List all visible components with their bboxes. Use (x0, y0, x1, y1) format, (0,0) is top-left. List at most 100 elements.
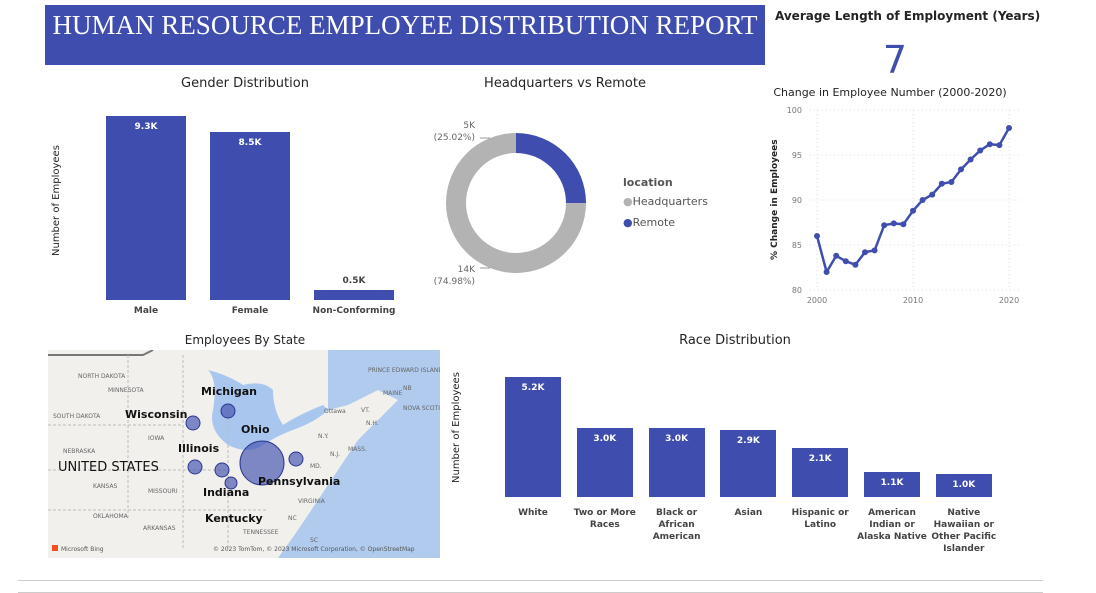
map-base-label: Ottawa (324, 408, 346, 415)
data-point[interactable] (938, 180, 945, 187)
data-point[interactable] (986, 141, 993, 148)
bar-value-label: 0.5K (342, 276, 366, 287)
data-point[interactable] (977, 147, 984, 154)
hq-value: 14K (458, 265, 476, 275)
data-point[interactable] (862, 249, 868, 256)
map-base-label: PRINCE EDWARD ISLAND (368, 367, 440, 374)
label-ohio: Ohio (241, 423, 270, 436)
bar[interactable]: 3.0K (648, 427, 705, 497)
label-pennsylvania: Pennsylvania (258, 475, 340, 488)
map-base-label: ARKANSAS (143, 525, 176, 532)
map-base-label: NOVA SCOTIA (403, 405, 440, 412)
bar[interactable]: 2.9K (720, 430, 777, 497)
hq-dot-icon: ● (623, 195, 633, 208)
y-tick-label: 90 (792, 196, 802, 205)
data-point[interactable] (900, 221, 907, 228)
bar-value-label: 2.1K (808, 454, 832, 465)
map-base-label: KANSAS (93, 483, 117, 490)
map-base-label: IOWA (148, 435, 165, 442)
bubble-kentucky (224, 476, 238, 490)
category-label: Asian (734, 508, 763, 518)
map-base-label: OKLAHOMA (93, 513, 129, 520)
data-point[interactable] (919, 197, 926, 203)
label-michigan: Michigan (201, 385, 257, 398)
map-base-label: MISSOURI (148, 488, 178, 495)
map-base-label: VT. (361, 407, 370, 414)
y-tick-label: 100 (787, 106, 802, 115)
data-point[interactable] (871, 247, 878, 254)
label-indiana: Indiana (203, 486, 249, 499)
legend-hq[interactable]: ●Headquarters (623, 195, 708, 208)
bar[interactable]: 0.5K (314, 276, 394, 300)
data-point[interactable] (958, 166, 964, 173)
data-point[interactable] (948, 179, 955, 185)
remote-dot-icon: ● (623, 216, 633, 229)
bubble-indiana (214, 462, 230, 478)
map-base-label: VIRGINIA (298, 498, 326, 505)
bar-value-label: 1.0K (952, 479, 976, 490)
map-base-label: MAINE (383, 390, 403, 397)
data-point[interactable] (852, 261, 859, 268)
data-point[interactable] (842, 258, 849, 265)
bar-value-label: 8.5K (238, 137, 262, 148)
bar[interactable]: 5.2K (505, 376, 561, 497)
gender-ylabel: Number of Employees (51, 145, 62, 256)
data-point[interactable] (890, 220, 897, 227)
gender-title: Gender Distribution (181, 76, 309, 91)
data-point[interactable] (823, 269, 830, 275)
label-illinois: Illinois (178, 442, 220, 455)
bubble-pennsylvania (288, 451, 304, 467)
data-point[interactable] (833, 252, 840, 259)
label-kentucky: Kentucky (205, 512, 263, 525)
data-point[interactable] (881, 222, 888, 229)
legend-title: location (623, 176, 673, 189)
map-base-label: NC (288, 515, 297, 522)
y-tick-label: 95 (792, 151, 802, 160)
map-title: Employees By State (184, 333, 306, 347)
category-label: Non-Conforming (312, 306, 396, 316)
category-label: Hispanic or Latino (791, 508, 849, 530)
kpi-value: 7 (882, 38, 908, 82)
race-title: Race Distribution (679, 333, 791, 348)
data-point[interactable] (1006, 125, 1012, 131)
bar[interactable]: 2.1K (792, 448, 849, 497)
hq-pct: (74.98%) (434, 277, 475, 287)
remote-pct: (25.02%) (434, 133, 475, 143)
bar-value-label: 3.0K (593, 433, 617, 444)
data-point[interactable] (967, 156, 974, 163)
divider (18, 580, 1043, 581)
line-ylabel: % Change in Employees (770, 139, 780, 260)
legend-remote[interactable]: ●Remote (623, 216, 676, 229)
map-base-label: MD. (310, 463, 322, 470)
category-label: White (518, 508, 548, 518)
map-base-label: MINNESOTA (108, 387, 144, 394)
map-base-label: N.J. (330, 451, 340, 458)
bubble-wisconsin (185, 415, 201, 431)
data-point[interactable] (929, 191, 936, 198)
location-title: Headquarters vs Remote (484, 76, 646, 91)
bar-value-label: 3.0K (665, 433, 689, 444)
map-base-label: MASS. (348, 446, 367, 453)
bar[interactable]: 3.0K (576, 427, 633, 497)
map-base-label: SC (310, 537, 318, 544)
x-tick-label: 2000 (807, 296, 827, 305)
data-point[interactable] (814, 233, 820, 239)
bar[interactable]: 8.5K (210, 131, 290, 300)
map-base-label: SOUTH DAKOTA (53, 413, 101, 420)
data-point[interactable] (996, 142, 1003, 149)
bar[interactable]: 1.1K (864, 471, 920, 497)
y-tick-label: 85 (792, 241, 802, 250)
y-tick-label: 80 (792, 286, 802, 295)
bar[interactable]: 9.3K (106, 115, 186, 300)
category-label: Black or African American (652, 508, 701, 542)
bar[interactable]: 1.0K (935, 473, 992, 497)
bar-value-label: 2.9K (736, 436, 760, 446)
data-point[interactable] (910, 207, 916, 214)
remote-slice[interactable] (516, 133, 586, 204)
x-tick-label: 2010 (903, 296, 923, 305)
map-attribution: © 2023 TomTom, © 2023 Microsoft Corporat… (213, 546, 415, 553)
state-map[interactable]: NORTH DAKOTA MINNESOTA SOUTH DAKOTA IOWA NEB… (48, 350, 440, 558)
bubble-michigan (220, 403, 236, 419)
bar-value-label: 1.1K (880, 477, 904, 488)
map-base-label: N.Y. (318, 433, 329, 440)
